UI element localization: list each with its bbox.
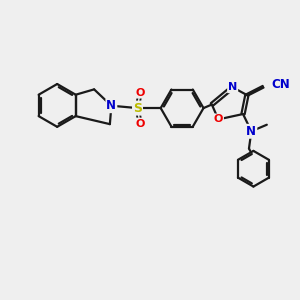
Text: N: N	[228, 82, 237, 92]
Text: S: S	[133, 102, 142, 115]
Text: CN: CN	[272, 78, 290, 91]
Text: O: O	[214, 114, 223, 124]
Text: O: O	[135, 118, 145, 128]
Text: N: N	[246, 125, 256, 138]
Text: O: O	[135, 88, 145, 98]
Text: N: N	[106, 99, 116, 112]
